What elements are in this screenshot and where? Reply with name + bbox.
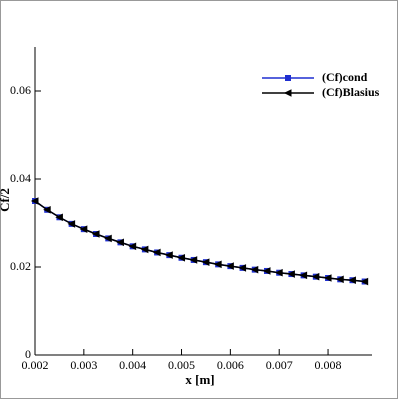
marker — [67, 220, 76, 228]
x-tick-label: 0.006 — [217, 358, 244, 372]
marker — [128, 242, 137, 251]
marker — [116, 238, 124, 247]
marker — [250, 265, 259, 274]
marker — [348, 276, 356, 285]
marker — [177, 253, 186, 262]
x-tick-label: 0.003 — [70, 358, 97, 372]
x-axis-label: x [m] — [185, 372, 214, 387]
marker — [30, 197, 39, 205]
x-tick-label: 0.007 — [266, 358, 293, 372]
marker — [55, 213, 63, 222]
marker — [275, 268, 283, 277]
marker — [311, 272, 320, 281]
y-tick-label: 0 — [25, 347, 31, 361]
legend-label: (Cf)Blasius — [322, 85, 380, 99]
legend-marker — [283, 89, 292, 97]
marker — [262, 267, 271, 275]
legend-label: (Cf)cond — [322, 70, 368, 84]
x-tick-label: 0.005 — [168, 358, 195, 372]
marker — [299, 271, 308, 280]
marker — [79, 225, 88, 233]
marker — [201, 258, 210, 266]
legend-marker — [285, 75, 291, 81]
marker — [43, 205, 51, 214]
series-line — [34, 200, 365, 283]
marker — [238, 264, 247, 272]
marker — [214, 260, 222, 269]
marker — [323, 274, 332, 282]
marker — [165, 251, 173, 259]
marker — [360, 277, 369, 286]
marker — [140, 245, 149, 254]
marker — [226, 262, 234, 270]
marker — [336, 275, 344, 284]
marker — [152, 248, 161, 257]
x-tick-label: 0.008 — [315, 358, 342, 372]
y-tick-label: 0.02 — [10, 259, 31, 273]
x-tick-label: 0.002 — [22, 358, 49, 372]
y-axis-label: Cf/2 — [0, 188, 12, 212]
y-tick-label: 0.04 — [10, 171, 31, 185]
marker — [104, 234, 112, 243]
marker — [189, 256, 198, 264]
y-tick-label: 0.06 — [10, 83, 31, 97]
marker — [91, 230, 100, 238]
marker — [287, 270, 295, 278]
x-tick-label: 0.004 — [119, 358, 146, 372]
